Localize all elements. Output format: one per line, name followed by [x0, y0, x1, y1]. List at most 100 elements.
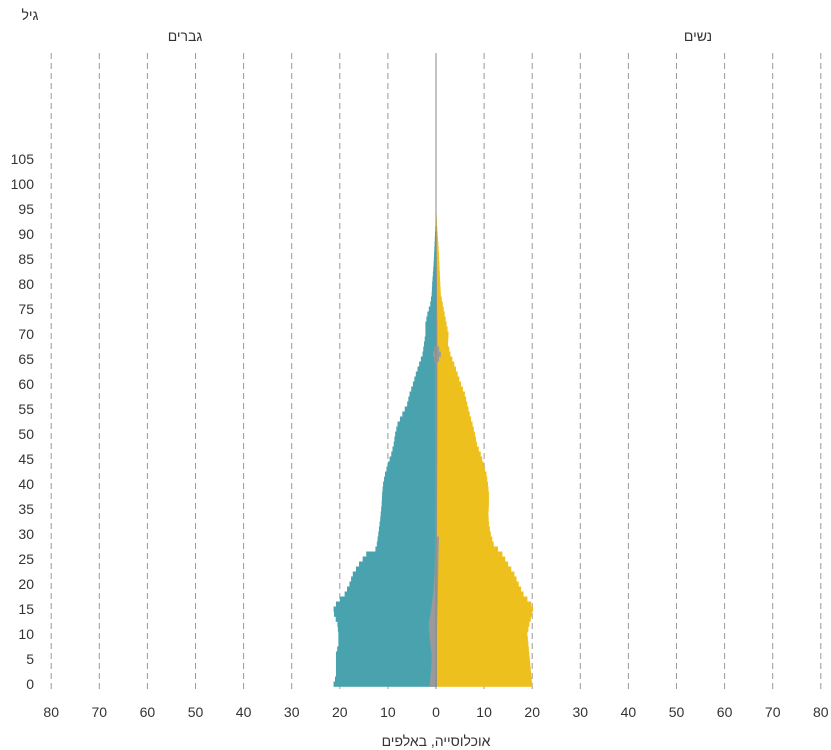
men-bar [377, 536, 436, 542]
women-overlay-bar [436, 501, 438, 507]
women-overlay-bar [436, 341, 438, 347]
women-bar [436, 611, 533, 617]
women-overlay-bar [436, 426, 438, 432]
women-bar [436, 316, 446, 322]
women-bar [436, 436, 476, 442]
women-bar [436, 281, 441, 287]
x-tick-label: 30 [573, 704, 589, 720]
women-bar [436, 421, 473, 427]
women-overlay-bar [436, 371, 438, 377]
women-bar [436, 261, 440, 267]
men-overlay-bar [434, 546, 436, 552]
women-bar [436, 356, 453, 362]
women-bar [436, 266, 440, 272]
women-bar [436, 666, 531, 672]
women-bar [436, 466, 486, 472]
men-bar [351, 576, 436, 582]
men-bar [381, 496, 436, 502]
men-overlay-bar [434, 571, 436, 577]
x-tick-labels: 80 70 60 50 40 30 20 10 0 10 20 30 40 50 60 70 80 [43, 704, 828, 720]
men-overlay-bar [431, 656, 436, 662]
men-overlay-bar [434, 346, 436, 352]
women-bar [436, 236, 439, 242]
men-bar [431, 291, 436, 297]
men-bar [414, 376, 436, 382]
women-overlay-bar [436, 431, 438, 437]
men-side-label: גברים [168, 28, 203, 44]
women-overlay-bar [436, 381, 438, 387]
women-bar [436, 406, 469, 412]
men-bar [335, 656, 436, 662]
women-bar [436, 586, 522, 592]
men-bar [433, 261, 436, 267]
women-bar [436, 531, 491, 537]
men-bar [335, 666, 436, 672]
women-overlay-bar [436, 466, 438, 472]
women-bar [436, 491, 489, 497]
men-bar [409, 391, 436, 397]
x-tick-label: 80 [43, 704, 59, 720]
y-tick-label: 40 [18, 476, 34, 492]
men-overlay-bar [434, 566, 436, 572]
men-bar [386, 466, 436, 472]
men-overlay-bar [431, 606, 436, 612]
women-bar [436, 306, 444, 312]
men-bar [349, 581, 436, 587]
women-bar [436, 526, 490, 532]
men-overlay-bar [432, 596, 436, 602]
women-bar [436, 661, 531, 667]
men-bar [344, 591, 436, 597]
x-tick-label: 20 [332, 704, 348, 720]
men-bar [378, 531, 436, 537]
men-bar [393, 441, 436, 447]
men-bar [382, 491, 436, 497]
women-bar [436, 576, 517, 582]
men-bar [395, 431, 436, 437]
men-bar [411, 386, 436, 392]
women-bar [436, 476, 488, 482]
men-bar [412, 381, 436, 387]
men-overlay-bar [430, 671, 436, 677]
y-tick-label: 105 [11, 151, 35, 167]
x-tick-label: 0 [432, 704, 440, 720]
men-bar [417, 366, 436, 372]
x-tick-label: 70 [765, 704, 781, 720]
men-overlay-bar [431, 646, 436, 652]
women-bar [436, 416, 472, 422]
women-bar [436, 296, 442, 302]
women-overlay-bar [436, 481, 438, 487]
women-bar [436, 286, 441, 292]
y-tick-label: 50 [18, 426, 34, 442]
y-tick-label: 95 [18, 201, 34, 217]
y-tick-label: 60 [18, 376, 34, 392]
y-tick-label: 85 [18, 251, 34, 267]
men-bar [384, 476, 436, 482]
men-overlay-bar [433, 586, 436, 592]
x-tick-label: 80 [813, 704, 829, 720]
women-bars [436, 161, 534, 687]
men-overlay-bar [428, 621, 436, 627]
women-overlay-bar [436, 451, 438, 457]
men-overlay-bar [434, 561, 436, 567]
men-bar [434, 236, 436, 242]
men-bar [381, 506, 436, 512]
men-bar [396, 426, 436, 432]
men-bar [432, 271, 436, 277]
women-bar [436, 361, 455, 367]
women-bar [436, 636, 528, 642]
men-overlay-bar [429, 626, 436, 632]
men-bar [425, 321, 436, 327]
men-bar [427, 311, 436, 317]
women-overlay-bar [436, 611, 438, 617]
women-overlay-bar [436, 626, 438, 632]
men-bar [337, 626, 436, 632]
y-tick-label: 30 [18, 526, 34, 542]
men-bar [423, 341, 436, 347]
men-bar [433, 266, 436, 272]
men-bar [385, 471, 436, 477]
women-bar [436, 351, 451, 357]
women-overlay-bar [436, 581, 438, 587]
women-bar [436, 631, 528, 637]
women-overlay-bar [436, 301, 438, 307]
x-tick-label: 20 [524, 704, 540, 720]
